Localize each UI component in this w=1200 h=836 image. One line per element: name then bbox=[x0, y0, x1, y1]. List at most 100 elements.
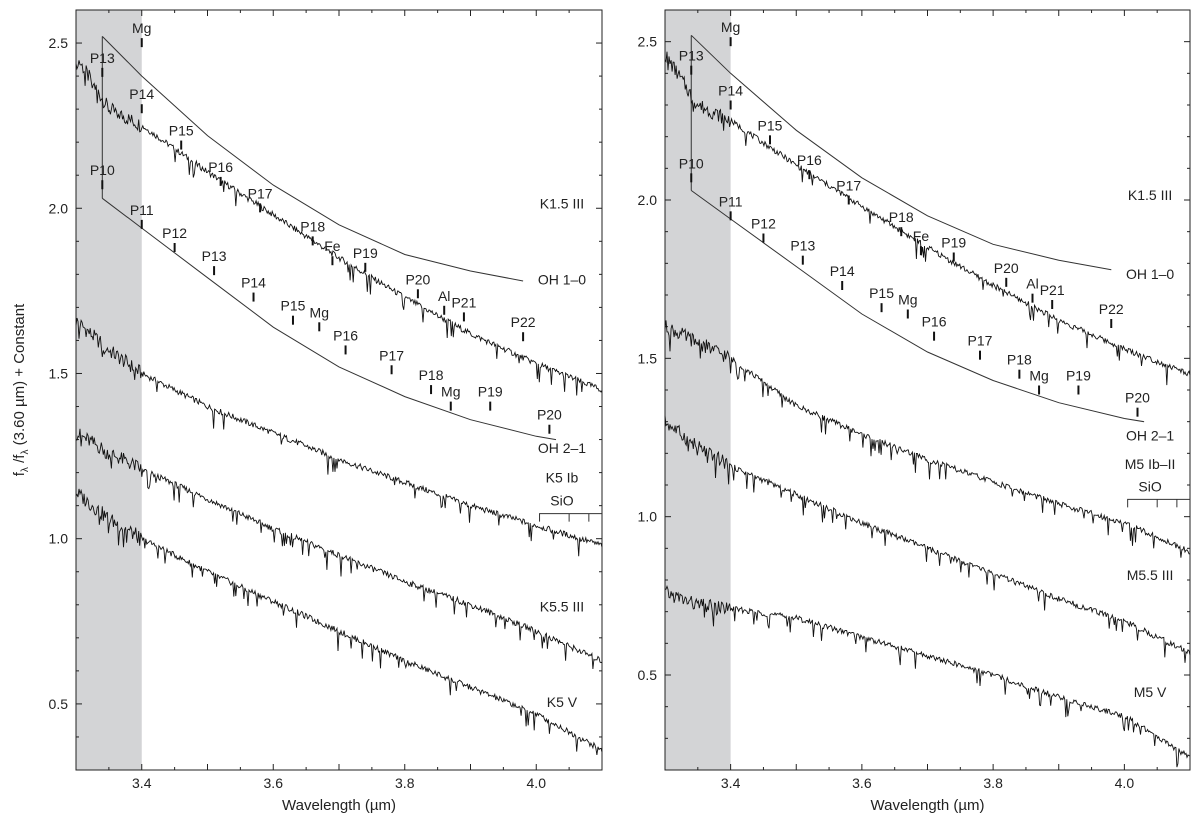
panel-right-spectrum-line bbox=[664, 320, 1191, 558]
panel-left-y-tick-label: 2.5 bbox=[49, 35, 69, 51]
panel-left-line-id-label: P16 bbox=[333, 327, 358, 343]
panel-right-line-id-label: Al bbox=[1026, 276, 1038, 292]
panel-left-line-id-label: Mg bbox=[310, 304, 329, 320]
panel-left-x-axis-label: Wavelength (µm) bbox=[282, 797, 396, 814]
panel-right-line-id-label: P16 bbox=[797, 152, 822, 168]
panel-left-line-id-label: P15 bbox=[169, 123, 194, 139]
panel-left-line-id-label: P14 bbox=[241, 275, 266, 291]
panel-left-shaded-region bbox=[76, 10, 142, 770]
panel-right-line-id-label: Fe bbox=[913, 228, 930, 244]
panel-right-spectrum-line bbox=[664, 51, 1191, 386]
panel-left-y-tick-label: 1.0 bbox=[49, 531, 69, 547]
panel-left-line-id-label: P12 bbox=[162, 225, 187, 241]
panel-right-x-tick-label: 4.0 bbox=[1115, 775, 1135, 791]
panel-right-band-label: M5 Ib–II bbox=[1125, 456, 1176, 472]
panel-right-y-tick-label: 2.0 bbox=[638, 192, 658, 208]
panel-right-line-id-label: P20 bbox=[994, 260, 1019, 276]
panel-left-band-label: K5 Ib bbox=[546, 470, 579, 486]
panel-left-y-axis-label: fλ /fλ (3.60 µm) + Constant bbox=[11, 303, 31, 476]
panel-left-line-id-label: Mg bbox=[441, 384, 460, 400]
panel-left-line-id-label: P19 bbox=[353, 245, 378, 261]
panel-left-line-id-label: P20 bbox=[537, 407, 562, 423]
panel-right-line-id-label: P16 bbox=[922, 314, 947, 330]
panel-left-x-tick-label: 3.6 bbox=[264, 775, 284, 791]
panel-left-line-id-label: P16 bbox=[208, 159, 233, 175]
panel-right-line-id-label: P14 bbox=[718, 83, 743, 99]
panel-left-y-tick-label: 0.5 bbox=[49, 696, 69, 712]
panel-left-line-id-label: Fe bbox=[324, 238, 341, 254]
panel-left-line-id-label: P14 bbox=[129, 86, 154, 102]
panel-right-frame bbox=[664, 9, 1191, 771]
panel-right-line-id-label: P11 bbox=[719, 193, 743, 209]
panel-left-line-id-label: P17 bbox=[248, 185, 273, 201]
panel-right-oh-lower-envelope bbox=[691, 190, 1145, 423]
panel-left-line-id-label: P13 bbox=[202, 248, 227, 264]
panel-right-band-label: SiO bbox=[1138, 478, 1161, 494]
panel-left-line-id-label: P22 bbox=[511, 314, 536, 330]
panel-left-spectrum-line bbox=[75, 488, 603, 755]
panel-left-band-label: K1.5 III bbox=[540, 195, 584, 211]
panel-left-band-label: OH 1–0 bbox=[538, 271, 586, 287]
panel-right-line-id-label: P10 bbox=[679, 155, 704, 171]
panel-right-y-tick-label: 1.5 bbox=[638, 350, 658, 366]
panel-left-line-id-label: P10 bbox=[90, 162, 115, 178]
panel-left-line-id-label: Mg bbox=[132, 20, 151, 36]
panel-right-line-id-label: P17 bbox=[968, 333, 993, 349]
panel-left-band-label: OH 2–1 bbox=[538, 440, 586, 456]
panel-left-x-tick-label: 4.0 bbox=[527, 775, 547, 791]
panel-right-line-id-label: P18 bbox=[1007, 352, 1032, 368]
panel-right-line-id-label: P14 bbox=[830, 263, 855, 279]
panel-right-line-id-label: Mg bbox=[898, 292, 917, 308]
panel-left-sio-bracket bbox=[539, 513, 602, 522]
panel-left-line-id-label: Al bbox=[438, 288, 450, 304]
panel-left-line-id-label: P13 bbox=[90, 50, 115, 66]
panel-left-frame bbox=[75, 9, 603, 771]
panel-right-shaded-region bbox=[665, 10, 731, 770]
panel-right-line-id-label: P18 bbox=[889, 209, 914, 225]
panel-left-line-id-label: P18 bbox=[300, 218, 325, 234]
y-axis-label-part: λ bbox=[20, 450, 31, 455]
panel-left-line-id-label: P20 bbox=[405, 271, 430, 287]
panel-right-band-label: OH 1–0 bbox=[1126, 266, 1174, 282]
panel-left-spectrum-line bbox=[75, 60, 603, 396]
panel-left-band-label: SiO bbox=[550, 493, 573, 509]
panel-right-line-id-label: P12 bbox=[751, 216, 776, 232]
panel-right-oh-upper-envelope bbox=[690, 34, 1112, 271]
panel-right-x-tick-label: 3.4 bbox=[721, 775, 741, 791]
panel-right-sio-bracket bbox=[1127, 498, 1190, 508]
panel-right-x-tick-label: 3.6 bbox=[852, 775, 872, 791]
panel-left-oh-lower-envelope bbox=[101, 197, 557, 441]
panel-left-y-tick-label: 1.5 bbox=[49, 365, 69, 381]
panel-right-y-tick-label: 1.0 bbox=[638, 509, 658, 525]
panel-left-y-tick-label: 2.0 bbox=[49, 200, 69, 216]
y-axis-label-part: /f bbox=[11, 454, 28, 467]
panel-right-line-id-label: P17 bbox=[836, 178, 861, 194]
panel-right-line-id-label: P15 bbox=[869, 285, 894, 301]
panel-left-oh-upper-envelope bbox=[101, 36, 524, 282]
panel-left-line-id-label: P19 bbox=[478, 384, 503, 400]
panel-right-band-label: OH 2–1 bbox=[1126, 428, 1174, 444]
panel-right-line-id-label: P13 bbox=[679, 48, 704, 64]
panel-right-x-axis-label: Wavelength (µm) bbox=[871, 797, 985, 814]
panel-left-x-tick-label: 3.4 bbox=[132, 775, 152, 791]
panel-left-line-id-label: P17 bbox=[379, 347, 404, 363]
panel-left-spectrum-line bbox=[75, 428, 603, 670]
panel-right-y-tick-label: 2.5 bbox=[638, 34, 658, 50]
panel-right-line-id-label: P13 bbox=[790, 238, 815, 254]
panel-right-line-id-label: P20 bbox=[1125, 390, 1150, 406]
panel-right-band-label: M5 V bbox=[1134, 684, 1167, 700]
y-axis-label-part: f bbox=[11, 471, 28, 476]
panel-right-band-label: M5.5 III bbox=[1127, 567, 1174, 583]
panel-left-x-tick-label: 3.8 bbox=[395, 775, 415, 791]
panel-right-line-id-label: Mg bbox=[1029, 368, 1048, 384]
panel-right-line-id-label: P19 bbox=[941, 235, 966, 251]
panel-left-spectrum-line bbox=[75, 317, 603, 557]
panel-right-line-id-label: P15 bbox=[758, 117, 783, 133]
panel-right-line-id-label: P22 bbox=[1099, 301, 1124, 317]
panel-left-band-label: K5.5 III bbox=[540, 598, 584, 614]
panel-right-band-label: K1.5 III bbox=[1128, 187, 1172, 203]
panel-left-line-id-label: P11 bbox=[130, 202, 154, 218]
panel-right-line-id-label: Mg bbox=[721, 19, 740, 35]
panel-right-line-id-label: P19 bbox=[1066, 368, 1091, 384]
